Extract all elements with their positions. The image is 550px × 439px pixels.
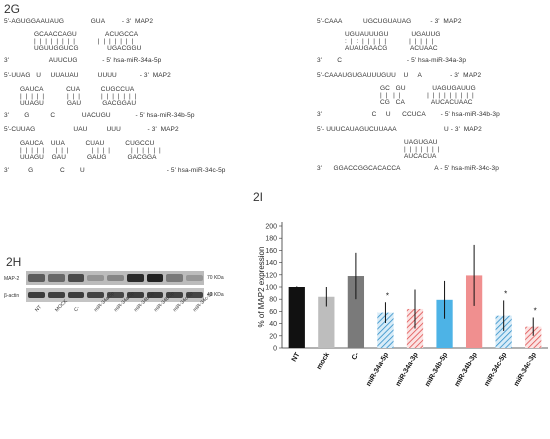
blot-band: [107, 291, 124, 299]
seq-line: AUCACUA: [404, 153, 437, 160]
blot-band: [146, 273, 164, 283]
seq-line: 3' C U CCUCA - 5' hsa-miR-34b-3p: [317, 111, 500, 118]
panel-2h-label: 2H: [6, 255, 22, 269]
x-tick-label: mock: [316, 351, 331, 370]
blot-row-label-map2: MAP-2: [4, 276, 20, 282]
bar: [525, 326, 542, 348]
seq-line: 3' G C UACUGU - 5' hsa-miR-34b-5p: [4, 112, 195, 119]
blot-band: [126, 273, 144, 283]
seq-line: UAGUGAU: [404, 139, 438, 146]
y-tick-label: 0: [273, 346, 277, 353]
blot-row-label-actin: β-actin: [4, 293, 20, 299]
bar: [318, 296, 335, 348]
seq-line: 5'-CUUAG UAU UUU - 3' MAP2: [4, 126, 179, 133]
x-tick-label: miR-34a-5p: [365, 352, 390, 388]
y-tick-label: 20: [269, 333, 277, 340]
significance-marker: *: [504, 289, 507, 298]
blot-band: [28, 291, 45, 299]
blot-band: [67, 291, 85, 299]
y-tick-label: 100: [265, 285, 277, 292]
seq-line: | | | | | | | | | | | | | | |: [34, 38, 134, 45]
seq-line: 5'-CAAA UGCUGUAUAG - 3' MAP2: [317, 18, 462, 25]
x-tick-label: miR-34b-5p: [424, 352, 449, 389]
lane-label: C-: [73, 305, 82, 314]
x-tick-label: miR-34c-3p: [513, 352, 538, 388]
y-tick-label: 180: [265, 236, 277, 243]
seq-line: 3' GGACCGGCACACCA A - 5' hsa-miR-34c-3p: [317, 165, 499, 172]
y-tick-label: 120: [265, 272, 277, 279]
blot-band: [107, 274, 124, 282]
y-axis-title: % of MAP2 expression: [257, 247, 266, 328]
seq-line: AUAUGAACG ACUAAC: [345, 45, 438, 52]
seq-line: | | | | | | | | | | | | |: [380, 92, 474, 99]
blot-band: [166, 274, 184, 282]
y-tick-label: 200: [265, 224, 277, 231]
seq-line: | | | | | | |: [404, 146, 440, 153]
seq-line: UUAGU GAU GAUG GACGGA: [20, 154, 157, 161]
seq-line: GCAACCAGU ACUGCCA: [34, 31, 139, 38]
x-tick-label: miR-34c-5p: [483, 352, 508, 388]
x-tick-label: miR-34a-3p: [395, 352, 420, 388]
bar: [288, 287, 305, 348]
blot-strip-map2: [26, 271, 204, 285]
seq-line: UGUUGGUCG UGACGGU: [34, 45, 142, 52]
seq-line: CG CA AUCACUAAC: [380, 99, 473, 106]
blot-band: [166, 291, 184, 299]
seq-line: | | | | | | | | | | | | | | | | | |: [20, 147, 161, 154]
significance-marker: *: [386, 291, 389, 300]
marker-70kda: 70 KDa: [207, 275, 224, 281]
blot-band: [186, 291, 203, 299]
bar: [495, 315, 512, 348]
x-tick-label: C-: [351, 351, 361, 361]
significance-marker: *: [534, 307, 537, 316]
blot-band: [28, 274, 45, 282]
y-tick-label: 60: [269, 309, 277, 316]
seq-line: GAUCA CUA CUGCCUA: [20, 86, 135, 93]
panel-2g-label: 2G: [4, 2, 21, 16]
map2-expression-bar-chart: 0 20 40 60 80 100 120 140 160 180 200 % of MAP2 exp…: [257, 222, 548, 389]
panel-2i-label: 2I: [253, 190, 264, 204]
bar: [347, 276, 365, 348]
seq-line: UGUAUUUGU UGAUUG: [345, 31, 441, 38]
seq-line: | | | | | | | | | | | | | | |: [20, 93, 137, 100]
y-tick-label: 40: [269, 321, 277, 328]
y-tick-label: 160: [265, 248, 277, 255]
panel-2g-alignments: 2G 5'-AGUGGAAUAUG GUA - 3' MAP2 GCAACCAG…: [0, 0, 550, 200]
seq-line: 3' C - 5' hsa-miR-34a-3p: [317, 57, 467, 64]
seq-line: 5'-CAAAUGUGAUUUGUU U A - 3' MAP2: [317, 72, 482, 79]
blot-band: [126, 291, 144, 299]
x-tick-label: miR-34b-3p: [454, 352, 479, 389]
bar: [377, 312, 394, 348]
blot-band: [146, 291, 164, 299]
x-tick-label: NT: [291, 351, 302, 363]
bar: [465, 275, 483, 348]
blot-band: [87, 274, 105, 282]
blot-band: [67, 274, 85, 282]
seq-line: UUAGU GAU GACGGAU: [20, 100, 137, 107]
seq-line: 5'- UUUCAUAGUCUUAAA U - 3' MAP2: [317, 126, 482, 133]
seq-line: : | : | | | | | | | | | |: [345, 38, 434, 45]
blot-strip-actin: [26, 288, 204, 302]
blot-band: [47, 291, 65, 299]
seq-line: GAUCA UUA CUAU CUGCCU: [20, 140, 155, 147]
bar: [436, 299, 453, 348]
lane-label: NT: [33, 304, 43, 314]
blot-band: [47, 274, 65, 282]
blot-band: [186, 274, 203, 282]
y-tick-label: 140: [265, 260, 277, 267]
panel-2h-western-blot: 2H MAP-2 β-actin 70 KDa 43 KDa NT MOCK C-m…: [0, 255, 245, 345]
seq-line: GC GU UAGUGAUUG: [380, 85, 476, 92]
seq-line: 3' AUUCUG - 5' hsa-miR-34a-5p: [4, 57, 162, 64]
seq-line: 5'-UUAG U UUAUAU UUUU - 3' MAP2: [4, 72, 171, 79]
y-tick-label: 80: [269, 297, 277, 304]
panel-2i-chart: 2I 0 20 40 60 80 100 120 140 160 180 200 % of MAP2 …: [250, 190, 550, 434]
seq-line: 3' G C U - 5' hsa-miR-34c-5p: [4, 167, 226, 174]
blot-band: [87, 291, 105, 299]
marker-43kda: 43 KDa: [207, 292, 224, 298]
seq-line: 5'-AGUGGAAUAUG GUA - 3' MAP2: [4, 18, 154, 25]
